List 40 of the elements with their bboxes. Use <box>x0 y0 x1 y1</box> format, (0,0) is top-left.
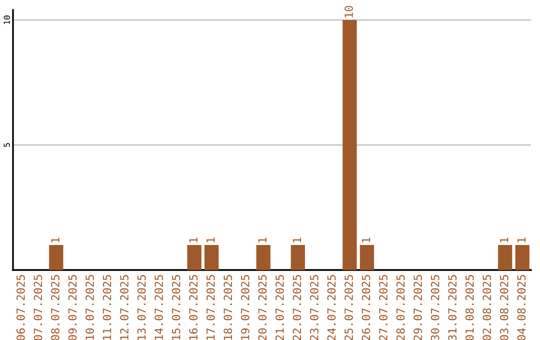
x-tick-label: 29.07.2025 <box>414 275 422 340</box>
data-label: 1 <box>362 238 370 242</box>
y-tick-label: 5 <box>4 143 10 147</box>
x-tick-label: 04.08.2025 <box>517 275 526 340</box>
data-label: 1 <box>258 238 266 242</box>
x-tick-label: 18.07.2025 <box>224 275 232 340</box>
x-tick-label: 17.07.2025 <box>206 275 215 340</box>
x-tick-label: 14.07.2025 <box>154 275 164 340</box>
x-tick-label: 19.07.2025 <box>240 275 250 340</box>
x-tick-label: 25.07.2025 <box>344 275 353 340</box>
x-tick-label: 31.07.2025 <box>448 275 457 340</box>
x-tick-label: 13.07.2025 <box>137 275 146 340</box>
x-tick-label: 10.07.2025 <box>86 275 94 340</box>
x-tick-label: 23.07.2025 <box>310 275 318 340</box>
x-tick-label: 11.07.2025 <box>102 275 112 340</box>
x-tick-label: 20.07.2025 <box>258 275 267 340</box>
data-label: 1 <box>206 238 215 242</box>
x-tick-label: 01.08.2025 <box>465 275 474 340</box>
x-tick-label: 06.07.2025 <box>16 275 25 340</box>
x-tick-label: 02.08.2025 <box>482 275 492 340</box>
data-label: 1 <box>292 238 301 242</box>
data-label: 1 <box>189 238 198 242</box>
x-tick-label: 27.07.2025 <box>379 275 388 340</box>
x-tick-label: 26.07.2025 <box>362 275 370 340</box>
x-tick-label: 30.07.2025 <box>430 275 440 340</box>
data-label: 1 <box>51 238 60 242</box>
x-tick-label: 07.07.2025 <box>34 275 42 340</box>
x-tick-label: 24.07.2025 <box>327 275 336 340</box>
x-tick-label: 16.07.2025 <box>189 275 198 340</box>
data-label: 1 <box>500 238 508 242</box>
x-tick-label: 21.07.2025 <box>275 275 284 340</box>
x-tick-label: 09.07.2025 <box>68 275 77 340</box>
x-tick-label: 22.07.2025 <box>292 275 302 340</box>
data-label: 1 <box>517 238 526 242</box>
x-tick-label: 08.07.2025 <box>51 275 60 340</box>
data-label: 10 <box>344 6 353 18</box>
x-tick-label: 15.07.2025 <box>172 275 180 340</box>
x-tick-label: 03.08.2025 <box>500 275 508 340</box>
x-tick-label: 28.07.2025 <box>396 275 405 340</box>
x-tick-label: 12.07.2025 <box>120 275 128 340</box>
